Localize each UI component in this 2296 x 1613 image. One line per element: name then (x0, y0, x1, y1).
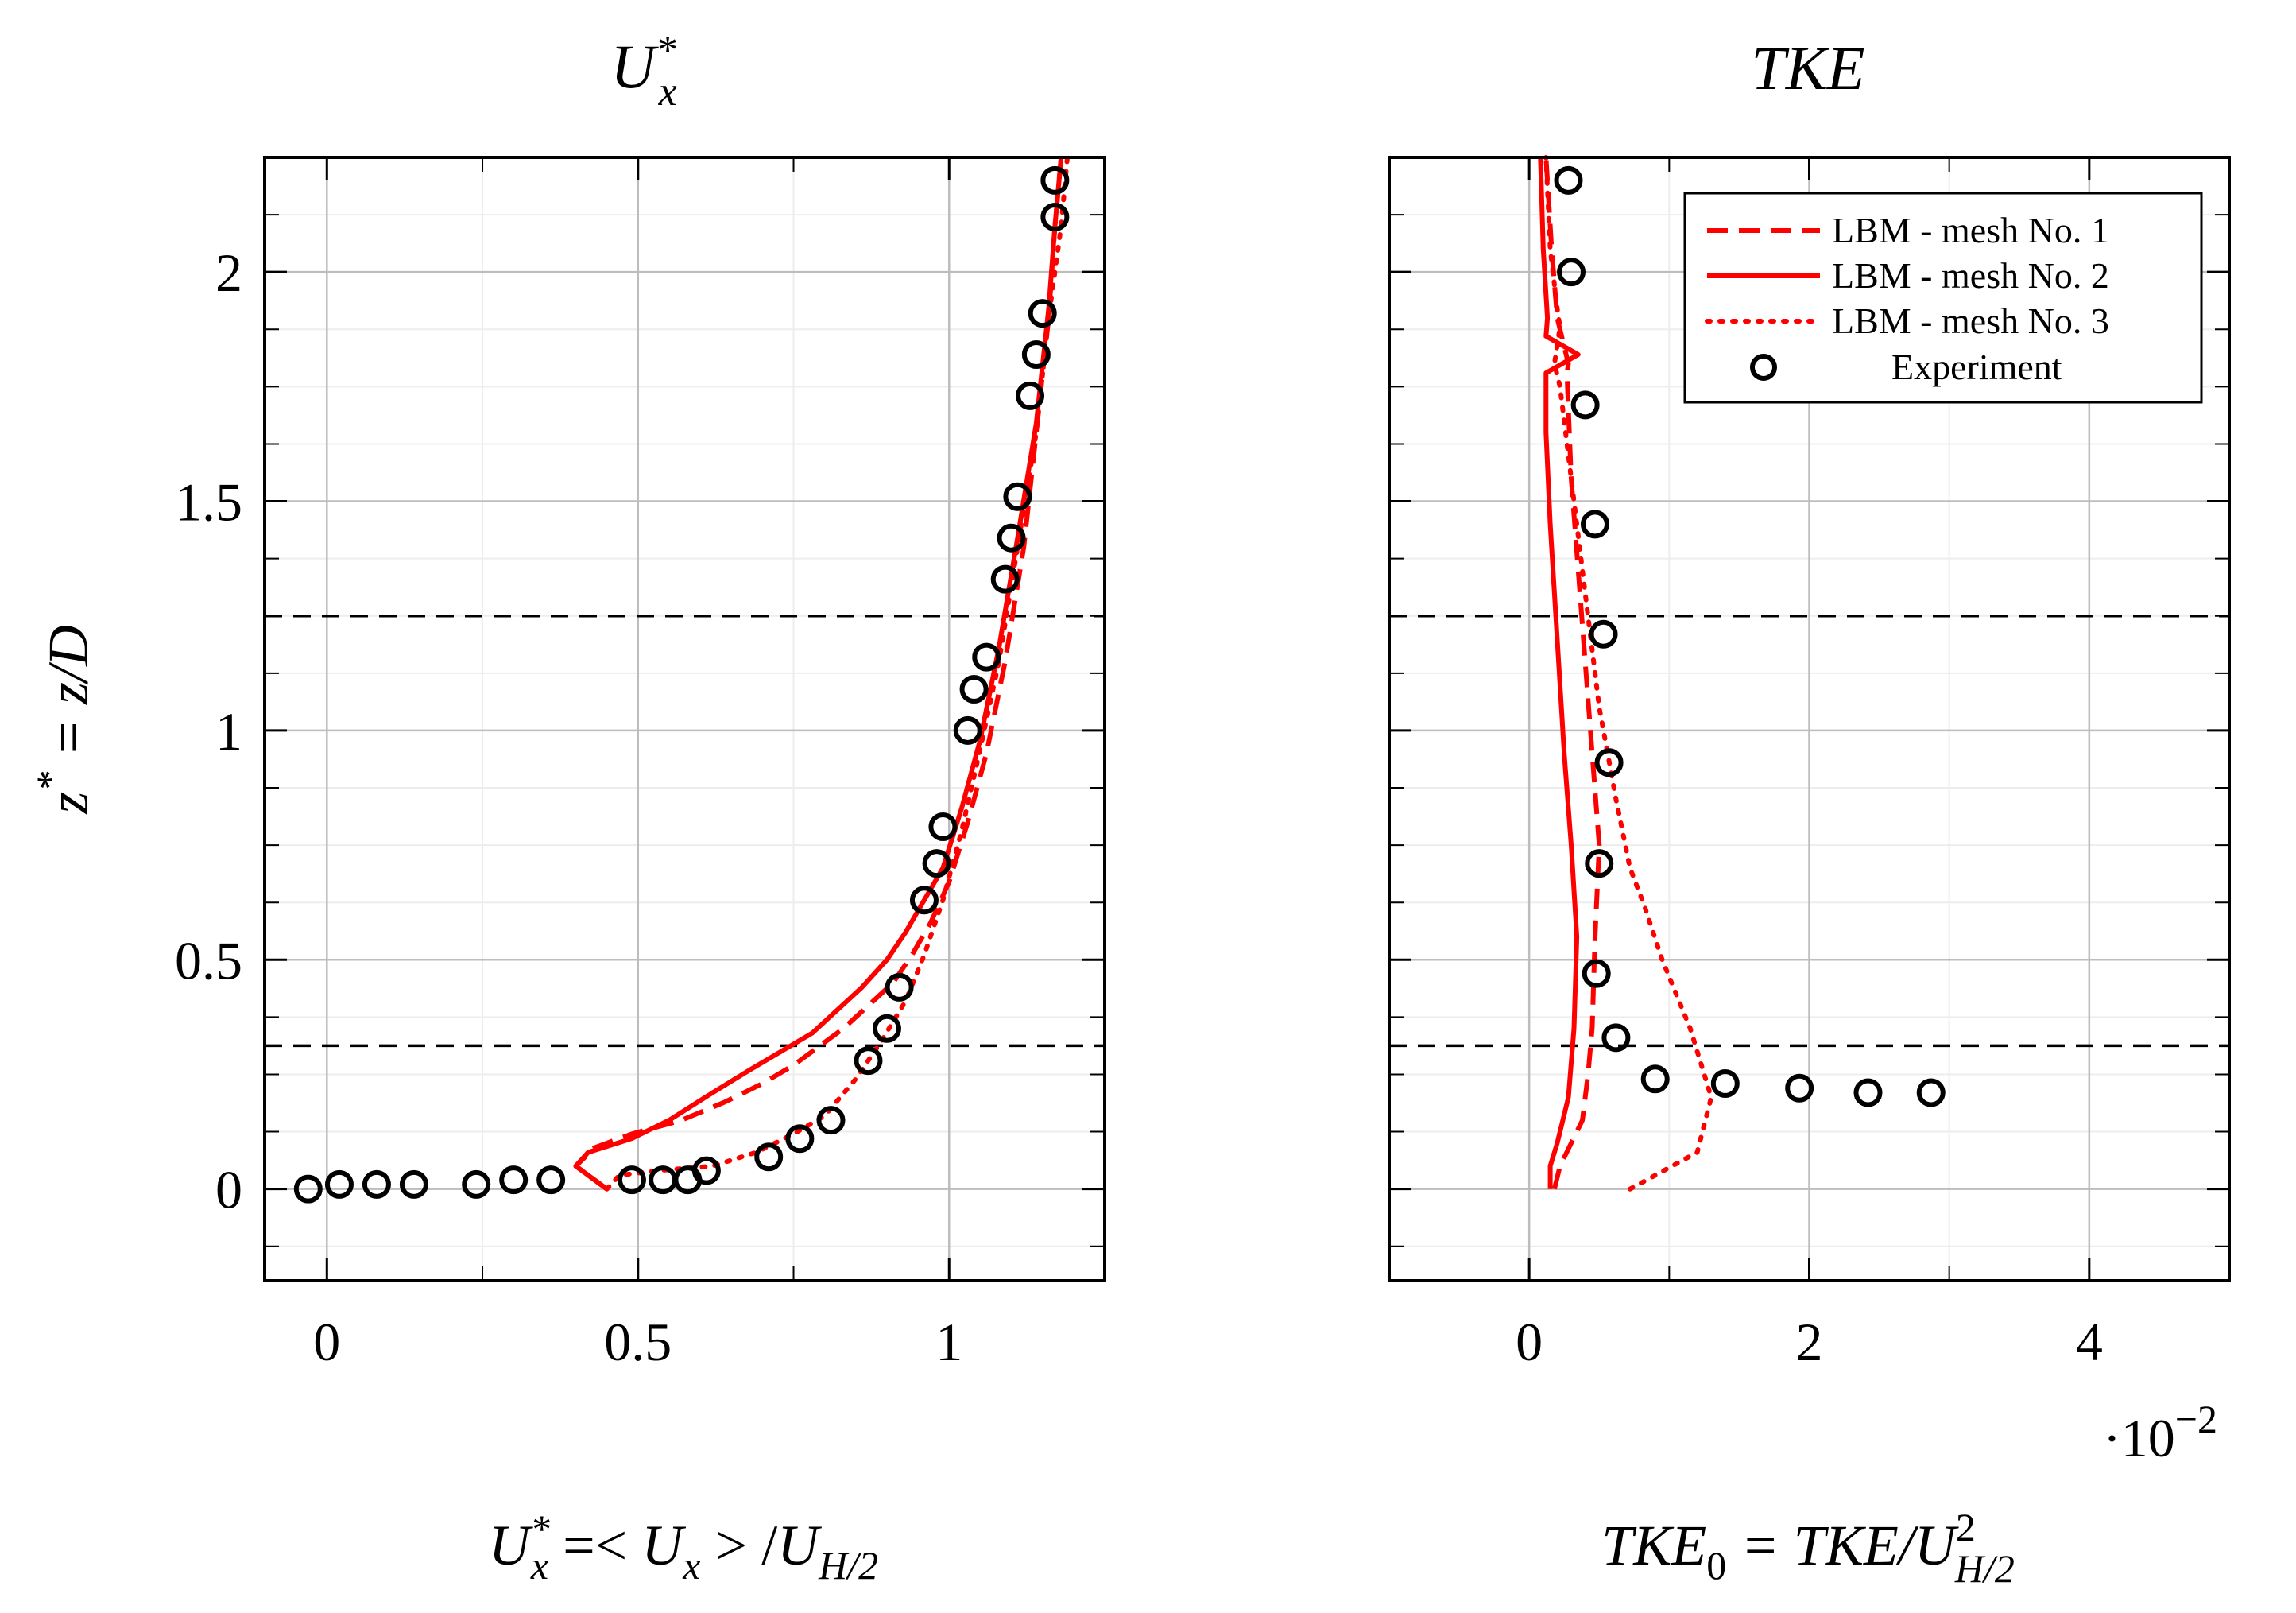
tke-title: TKE (1751, 33, 1864, 103)
ux-reference-lines (265, 614, 1105, 1048)
tke-panel: 0 2 4 TKE ·10−2 TKE0 = TKE/U2 H/2 LBM - mes… (1388, 33, 2231, 1591)
experiment-point (1916, 1078, 1946, 1107)
experiment-point (754, 1142, 784, 1172)
experiment-point (816, 1106, 846, 1135)
experiment-point (1585, 849, 1614, 878)
x-tick-label: 0.5 (604, 1312, 672, 1372)
ux-experiment-markers (293, 165, 1070, 1204)
y-tick-label: 0.5 (175, 930, 242, 991)
ux-ticks (265, 157, 1105, 1281)
legend-label-mesh1: LBM - mesh No. 1 (1832, 210, 2109, 250)
series-line-dotted (1543, 155, 1714, 1192)
y-tick-label: 0 (215, 1160, 242, 1220)
legend-label-mesh3: LBM - mesh No. 3 (1832, 300, 2109, 341)
x-tick-label: 2 (1796, 1312, 1823, 1372)
experiment-point (872, 1014, 901, 1043)
tke-experiment-markers (1554, 165, 1946, 1107)
ux-y-tick-labels: 0 0.5 1 1.5 2 (175, 242, 242, 1219)
ux-x-axis-label: U* x =< Ux > /UH/2 (489, 1506, 878, 1588)
tke-series (1538, 155, 1714, 1192)
tke-ticks (1388, 157, 2230, 1281)
ux-title: U* x (610, 28, 676, 114)
experiment-point (691, 1156, 721, 1185)
experiment-point (1040, 165, 1070, 195)
legend-circle-marker (1750, 354, 1777, 381)
tke-reference-lines (1389, 614, 2229, 1048)
tke-x-tick-labels: 0 2 4 (1516, 1312, 2103, 1372)
experiment-point (399, 1169, 428, 1199)
x-tick-label: 0 (313, 1312, 340, 1372)
experiment-point (462, 1169, 491, 1199)
experiment-point (785, 1124, 815, 1154)
experiment-point (909, 886, 939, 915)
experiment-point (499, 1165, 529, 1195)
experiment-point (928, 812, 958, 842)
experiment-point (854, 1046, 883, 1076)
y-tick-label: 1 (215, 701, 242, 762)
ux-series (573, 155, 1070, 1192)
experiment-point (1601, 1023, 1631, 1053)
tke-x-axis-label: TKE0 = TKE/U2 H/2 (1601, 1505, 2015, 1591)
experiment-point (362, 1169, 391, 1199)
x-tick-label: 4 (2076, 1312, 2103, 1372)
experiment-point (1785, 1073, 1814, 1103)
experiment-point (1016, 381, 1045, 410)
experiment-point (997, 523, 1026, 553)
ux-y-axis-label: z* = z/D (28, 625, 100, 815)
experiment-point (1554, 165, 1583, 195)
experiment-point (536, 1165, 566, 1195)
experiment-point (1853, 1078, 1883, 1107)
y-tick-label: 1.5 (175, 472, 242, 533)
experiment-point (1580, 510, 1609, 539)
experiment-point (1028, 299, 1057, 328)
experiment-point (1594, 748, 1624, 777)
experiment-point (990, 564, 1020, 594)
experiment-point (953, 715, 982, 745)
experiment-point (1003, 482, 1032, 511)
experiment-point (1640, 1064, 1670, 1094)
experiment-point (1589, 619, 1618, 649)
experiment-point (1021, 339, 1051, 369)
experiment-point (922, 849, 951, 878)
ux-panel: 0 0.5 1 00.511.52 U* x U* x =< Ux > /UH/2 z*… (28, 28, 1106, 1588)
legend-label-mesh2: LBM - mesh No. 2 (1832, 255, 2109, 296)
experiment-point (1570, 390, 1600, 420)
experiment-point (1557, 258, 1586, 287)
legend-label-experiment: Experiment (1891, 347, 2062, 387)
tke-x-scale-multiplier: ·10−2 (2103, 1397, 2217, 1468)
experiment-point (1582, 959, 1611, 988)
experiment-point (1710, 1069, 1740, 1099)
series-line-solid (1538, 157, 1581, 1189)
y-tick-label: 2 (215, 242, 242, 303)
experiment-point (972, 642, 1001, 672)
experiment-point (324, 1169, 354, 1199)
legend-box (1683, 192, 2203, 404)
tke-legend: LBM - mesh No. 1 LBM - mesh No. 2 LBM - … (1683, 192, 2203, 404)
series-line-dotted (604, 155, 1070, 1192)
series-line-dashed (1543, 157, 1602, 1190)
x-tick-label: 1 (935, 1312, 962, 1372)
ux-x-tick-labels: 0 0.5 1 (313, 1312, 962, 1372)
x-tick-label: 0 (1516, 1312, 1543, 1372)
ux-plot-frame (263, 156, 1106, 1282)
experiment-point (617, 1165, 646, 1195)
experiment-point (1040, 202, 1070, 231)
experiment-point (959, 675, 989, 704)
experiment-point (293, 1174, 323, 1204)
experiment-point (885, 972, 914, 1002)
